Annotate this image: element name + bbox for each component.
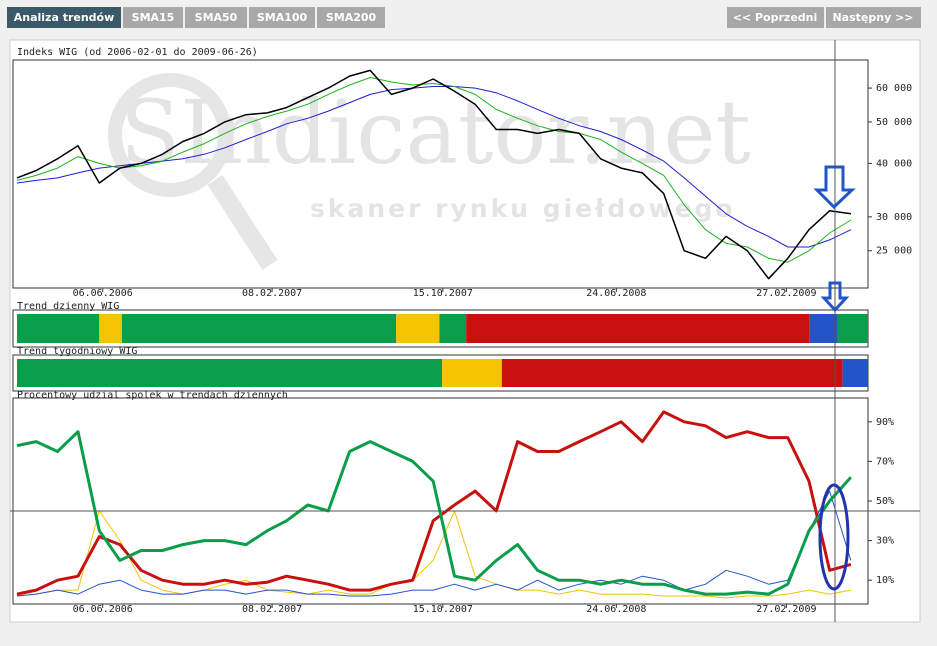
y-tick-label: 90% (876, 417, 894, 428)
series-line (16, 510, 851, 599)
plot-frame (12, 59, 869, 289)
x-tick-label: 24.06.2008 (586, 288, 646, 299)
trend-segment (17, 314, 100, 343)
trend-segment (842, 359, 868, 387)
watermark-title: SIndicator.net (120, 81, 751, 184)
arrow-annotation (820, 281, 850, 313)
x-tick-label: 27.02.2009 (756, 288, 816, 299)
tab[interactable] (185, 7, 247, 28)
watermark-icon (108, 73, 232, 197)
x-tick-label: 15.10.2007 (413, 288, 473, 299)
series-line (16, 77, 852, 263)
ellipse-annotation (818, 483, 850, 591)
x-tick-label: 06.06.2006 (73, 288, 133, 299)
chart-title: Indeks WIG (od 2006-02-01 do 2009-06-26) (17, 47, 258, 58)
trend-segment (99, 314, 122, 343)
trend-segment (837, 314, 868, 343)
chart-title: Procentowy udzial spolek w trendach dzie… (17, 390, 288, 401)
tab[interactable] (7, 7, 121, 28)
x-tick-label: 08.02.2007 (242, 288, 302, 299)
annotations (10, 40, 920, 622)
y-tick-label: 30 000 (876, 212, 912, 223)
watermark: SIndicator.net skaner rynku giełdowego (108, 73, 751, 270)
series-line (16, 490, 852, 597)
prev-label[interactable]: << Poprzedni (733, 11, 818, 24)
y-tick-label: 40 000 (876, 158, 912, 169)
y-tick-label: 10% (876, 575, 894, 586)
prev-button[interactable] (727, 7, 824, 28)
tabs: Analiza trendów SMA15 SMA50 SMA100 SMA20… (7, 7, 921, 28)
x-tick-label: 24.06.2008 (586, 604, 646, 615)
y-tick-label: 50 000 (876, 117, 912, 128)
series-line (16, 86, 852, 248)
trend-segment (442, 359, 502, 387)
trend-segment (501, 359, 843, 387)
tab-label[interactable]: SMA15 (132, 11, 175, 24)
x-tick-label: 15.10.2007 (413, 604, 473, 615)
tab-label[interactable]: Analiza trendów (14, 11, 115, 24)
series-line (16, 410, 852, 596)
arrow-annotation (813, 165, 856, 210)
watermark-subtitle: skaner rynku giełdowego (310, 194, 736, 223)
tab[interactable] (249, 7, 315, 28)
x-tick-label: 08.02.2007 (242, 604, 302, 615)
y-tick-label: 30% (876, 536, 894, 547)
y-tick-label: 60 000 (876, 83, 912, 94)
tab-label[interactable]: SMA100 (257, 11, 308, 24)
plots: Indeks WIG (od 2006-02-01 do 2009-06-26)… (12, 47, 912, 615)
trend-segment (121, 314, 397, 343)
tab[interactable] (317, 7, 385, 28)
trend-segment (466, 314, 810, 343)
trend-segment (809, 314, 838, 343)
next-button[interactable] (826, 7, 921, 28)
next-label[interactable]: Następny >> (832, 11, 913, 24)
trend-segment (439, 314, 467, 343)
x-tick-label: 27.02.2009 (756, 604, 816, 615)
y-tick-label: 25 000 (876, 246, 912, 257)
y-tick-label: 50% (876, 496, 894, 507)
x-tick-label: 06.06.2006 (73, 604, 133, 615)
tab[interactable] (123, 7, 183, 28)
tab-label[interactable]: SMA200 (326, 11, 377, 24)
chart-title: Trend dzienny WIG (17, 301, 119, 312)
series-line (16, 69, 852, 280)
watermark-icon (207, 175, 278, 270)
trend-segment (396, 314, 440, 343)
chart-title: Trend tygodniowy WIG (17, 346, 137, 357)
y-tick-label: 70% (876, 456, 894, 467)
series-line (16, 430, 853, 596)
trend-segment (17, 359, 443, 387)
tab-label[interactable]: SMA50 (195, 11, 238, 24)
